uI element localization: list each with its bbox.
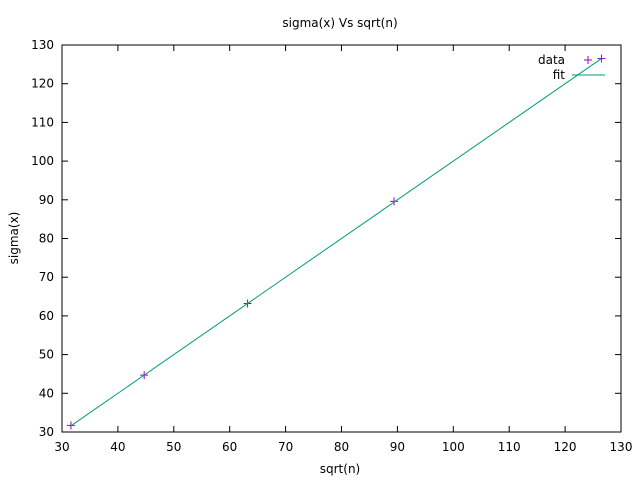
axis-ticks: 30 40 50 60 70 80 90 100 110 120 130 30 40 50 60 70 80 90… [31, 38, 632, 454]
x-tick-label: 70 [278, 440, 293, 454]
x-axis-label: sqrt(n) [320, 462, 360, 476]
y-tick-label: 40 [39, 386, 54, 400]
x-tick-label: 130 [610, 440, 633, 454]
x-tick-label: 120 [554, 440, 577, 454]
x-tick-label: 90 [390, 440, 405, 454]
y-tick-label: 80 [39, 232, 54, 246]
x-tick-label: 40 [110, 440, 125, 454]
x-tick-label: 80 [334, 440, 349, 454]
data-point [390, 197, 399, 206]
x-tick-label: 60 [222, 440, 237, 454]
x-tick-label: 100 [442, 440, 465, 454]
series-layer [66, 54, 606, 430]
y-tick-label: 100 [31, 154, 54, 168]
legend-label-data: data [538, 53, 565, 67]
x-tick-label: 30 [54, 440, 69, 454]
plot-frame [61, 44, 622, 433]
y-axis-label: sigma(x) [7, 212, 21, 265]
y-tick-label: 50 [39, 348, 54, 362]
y-tick-label: 60 [39, 309, 54, 323]
legend-swatch-data [584, 56, 592, 64]
y-tick-label: 120 [31, 77, 54, 91]
y-tick-label: 110 [31, 115, 54, 129]
y-tick-label: 70 [39, 270, 54, 284]
series-line-fit [70, 58, 602, 427]
x-tick-label: 50 [166, 440, 181, 454]
y-tick-label: 90 [39, 193, 54, 207]
x-tick-label: 110 [498, 440, 521, 454]
y-tick-label: 130 [31, 38, 54, 52]
y-tick-label: 30 [39, 425, 54, 439]
legend-label-fit: fit [553, 68, 566, 82]
chart-title: sigma(x) Vs sqrt(n) [282, 16, 397, 30]
